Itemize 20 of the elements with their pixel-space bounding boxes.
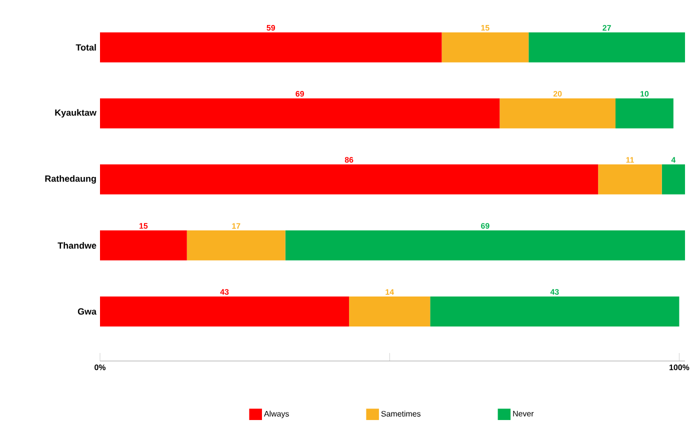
bar xyxy=(430,296,680,326)
bar xyxy=(528,32,686,62)
bar xyxy=(100,98,500,128)
bar xyxy=(349,296,430,326)
bar xyxy=(662,164,686,194)
bar xyxy=(186,230,286,260)
bar xyxy=(285,230,686,260)
y-tick-label: Total xyxy=(76,44,96,51)
y-tick-label: Thandwe xyxy=(58,242,96,249)
y-tick-label: Rathedaung xyxy=(45,175,96,184)
bar xyxy=(100,164,598,194)
bar xyxy=(100,230,187,260)
y-tick-label: Kyauktaw xyxy=(55,109,96,118)
bar xyxy=(100,32,442,62)
y-tick-label: Gwa xyxy=(78,308,97,315)
bar xyxy=(442,32,529,62)
bar xyxy=(616,98,674,128)
bar xyxy=(500,98,616,128)
bar xyxy=(598,164,662,194)
bar xyxy=(100,296,350,326)
